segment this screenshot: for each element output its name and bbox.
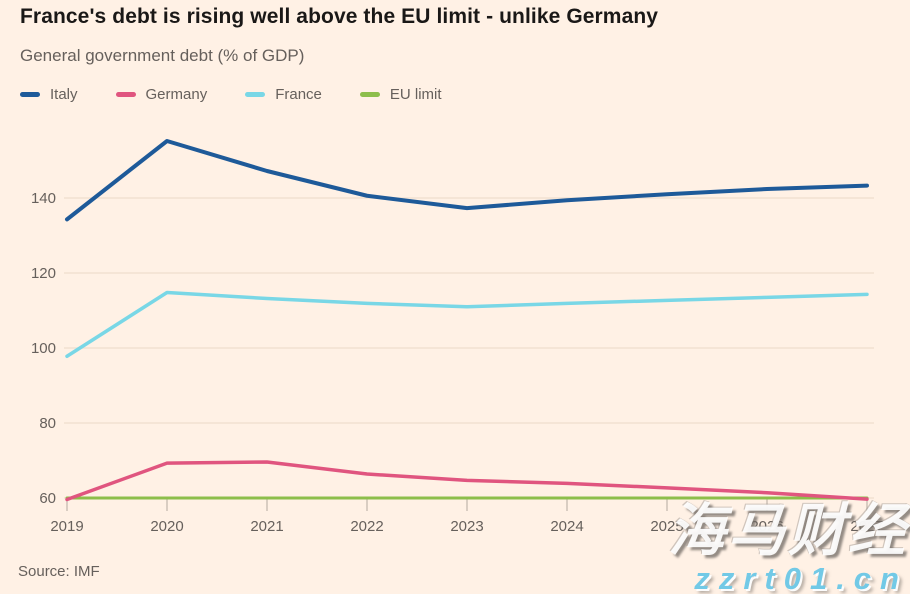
legend-label-france: France [275, 86, 322, 103]
svg-text:60: 60 [39, 490, 56, 507]
legend-label-italy: Italy [50, 86, 78, 103]
legend-swatch-eu-limit [359, 92, 380, 97]
svg-text:2025: 2025 [650, 518, 683, 535]
svg-text:2019: 2019 [50, 518, 83, 535]
legend-swatch-france [245, 92, 266, 97]
legend-swatch-germany [115, 92, 136, 97]
svg-text:140: 140 [31, 190, 56, 207]
legend-label-germany: Germany [145, 86, 208, 103]
svg-text:2023: 2023 [450, 518, 483, 535]
svg-text:2022: 2022 [350, 518, 383, 535]
chart-title: France's debt is rising well above the E… [20, 5, 659, 28]
svg-text:2027: 2027 [850, 518, 883, 535]
legend-swatch-italy [20, 92, 40, 97]
svg-text:80: 80 [39, 415, 56, 432]
legend-item-germany: Germany [115, 86, 208, 103]
legend-label-eu-limit: EU limit [389, 86, 442, 103]
chart-legend: Italy Germany France EU limit [20, 86, 442, 103]
svg-text:100: 100 [31, 340, 56, 357]
legend-item-france: France [245, 86, 322, 103]
svg-text:2020: 2020 [150, 518, 183, 535]
svg-text:2021: 2021 [250, 518, 283, 535]
svg-text:2026: 2026 [750, 518, 783, 535]
legend-item-eu-limit: EU limit [359, 86, 442, 103]
chart-subtitle: General government debt (% of GDP) [20, 46, 305, 65]
source-label: Source: IMF [18, 563, 100, 580]
legend-item-italy: Italy [20, 86, 78, 103]
svg-text:2024: 2024 [550, 518, 583, 535]
svg-text:120: 120 [31, 265, 56, 282]
